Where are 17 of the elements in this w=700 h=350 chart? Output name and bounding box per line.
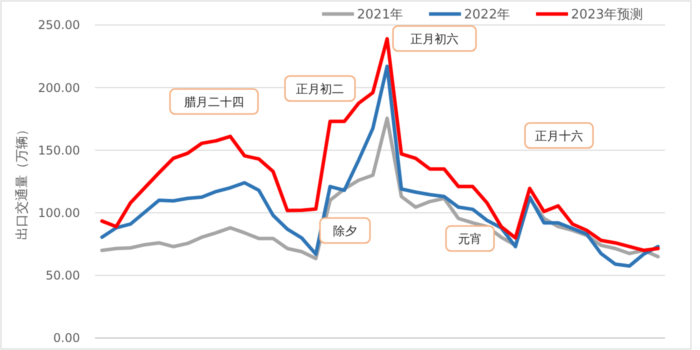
annotation: 元宵 bbox=[458, 232, 482, 246]
line-series bbox=[100, 64, 660, 268]
annotation: 正月初六 bbox=[410, 32, 458, 46]
y-tick-label: 100.00 bbox=[38, 206, 80, 220]
y-axis-title: 出口交通量（万辆） bbox=[14, 123, 30, 240]
y-tick-label: 50.00 bbox=[46, 268, 80, 283]
y-tick-label: 200.00 bbox=[38, 80, 80, 95]
annotation: 正月十六 bbox=[535, 129, 583, 144]
y-tick-label: 250.00 bbox=[38, 18, 80, 32]
legend-label: 2021年 bbox=[357, 8, 404, 23]
legend-label: 2023年预测 bbox=[571, 8, 644, 23]
y-tick-label: 0.00 bbox=[53, 331, 80, 346]
annotation: 腊月二十四 bbox=[184, 95, 244, 110]
legend-label: 2022年 bbox=[464, 8, 510, 23]
annotation: 正月初二 bbox=[296, 82, 344, 96]
annotation: 除夕 bbox=[333, 224, 357, 238]
y-tick-label: 150.00 bbox=[38, 143, 80, 158]
